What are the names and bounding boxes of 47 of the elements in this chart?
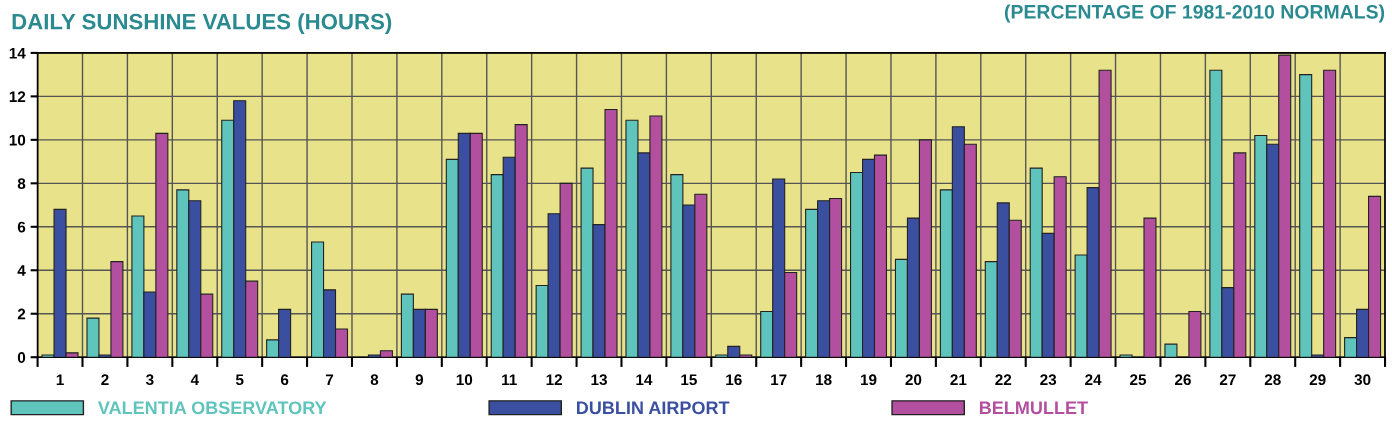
- x-tick-label: 30: [1354, 374, 1371, 386]
- legend-label: VALENTIA OBSERVATORY: [97, 401, 327, 415]
- x-tick-label: 25: [1130, 374, 1147, 386]
- x-tick-label: 23: [1040, 374, 1057, 386]
- y-tick-label: 6: [17, 221, 26, 233]
- x-tick-label: 21: [950, 374, 967, 385]
- x-tick-label: 28: [1264, 374, 1281, 386]
- y-tick-label: 4: [17, 265, 26, 276]
- chart-title: DAILY SUNSHINE VALUES (HOURS): [12, 13, 392, 34]
- y-tick-label: 10: [9, 134, 26, 146]
- y-tick-label: 2: [17, 308, 26, 320]
- bar: [1164, 343, 1178, 358]
- x-tick-label: 11: [502, 374, 517, 385]
- x-tick-label: 10: [456, 374, 473, 386]
- x-tick-label: 2: [101, 374, 109, 385]
- x-tick-label: 16: [726, 374, 742, 386]
- x-tick-label: 18: [816, 374, 832, 386]
- legend-label: BELMULLET: [979, 401, 1088, 415]
- x-tick-label: 22: [995, 374, 1012, 385]
- y-tick-label: 8: [17, 178, 26, 190]
- x-tick-label: 14: [636, 374, 653, 385]
- chart-subtitle: (PERCENTAGE OF 1981-2010 NORMALS): [1004, 4, 1385, 23]
- y-tick-label: 14: [9, 47, 26, 59]
- legend-label: DUBLIN AIRPORT: [576, 401, 730, 415]
- x-tick-label: 17: [771, 374, 787, 385]
- x-tick-label: 15: [681, 374, 697, 386]
- y-tick-label: 0: [17, 352, 26, 363]
- x-tick-label: 1: [56, 374, 64, 385]
- x-tick-label: 29: [1309, 374, 1326, 386]
- bar: [1188, 311, 1202, 358]
- x-tick-label: 20: [905, 374, 922, 386]
- x-tick-label: 8: [370, 374, 379, 386]
- x-tick-label: 7: [325, 374, 334, 385]
- bar: [1119, 354, 1133, 358]
- x-tick-label: 12: [546, 374, 562, 385]
- x-tick-label: 3: [145, 374, 154, 386]
- x-tick-label: 4: [190, 374, 199, 385]
- x-tick-label: 24: [1085, 374, 1102, 385]
- x-tick-label: 6: [280, 374, 289, 386]
- x-tick-label: 26: [1174, 374, 1191, 386]
- x-tick-label: 5: [235, 374, 244, 386]
- y-tick-label: 12: [9, 91, 26, 102]
- x-tick-label: 19: [860, 374, 877, 386]
- bar: [1143, 217, 1157, 358]
- x-tick-label: 13: [591, 374, 607, 386]
- x-tick-label: 9: [415, 374, 424, 386]
- x-tick-label: 27: [1219, 374, 1236, 385]
